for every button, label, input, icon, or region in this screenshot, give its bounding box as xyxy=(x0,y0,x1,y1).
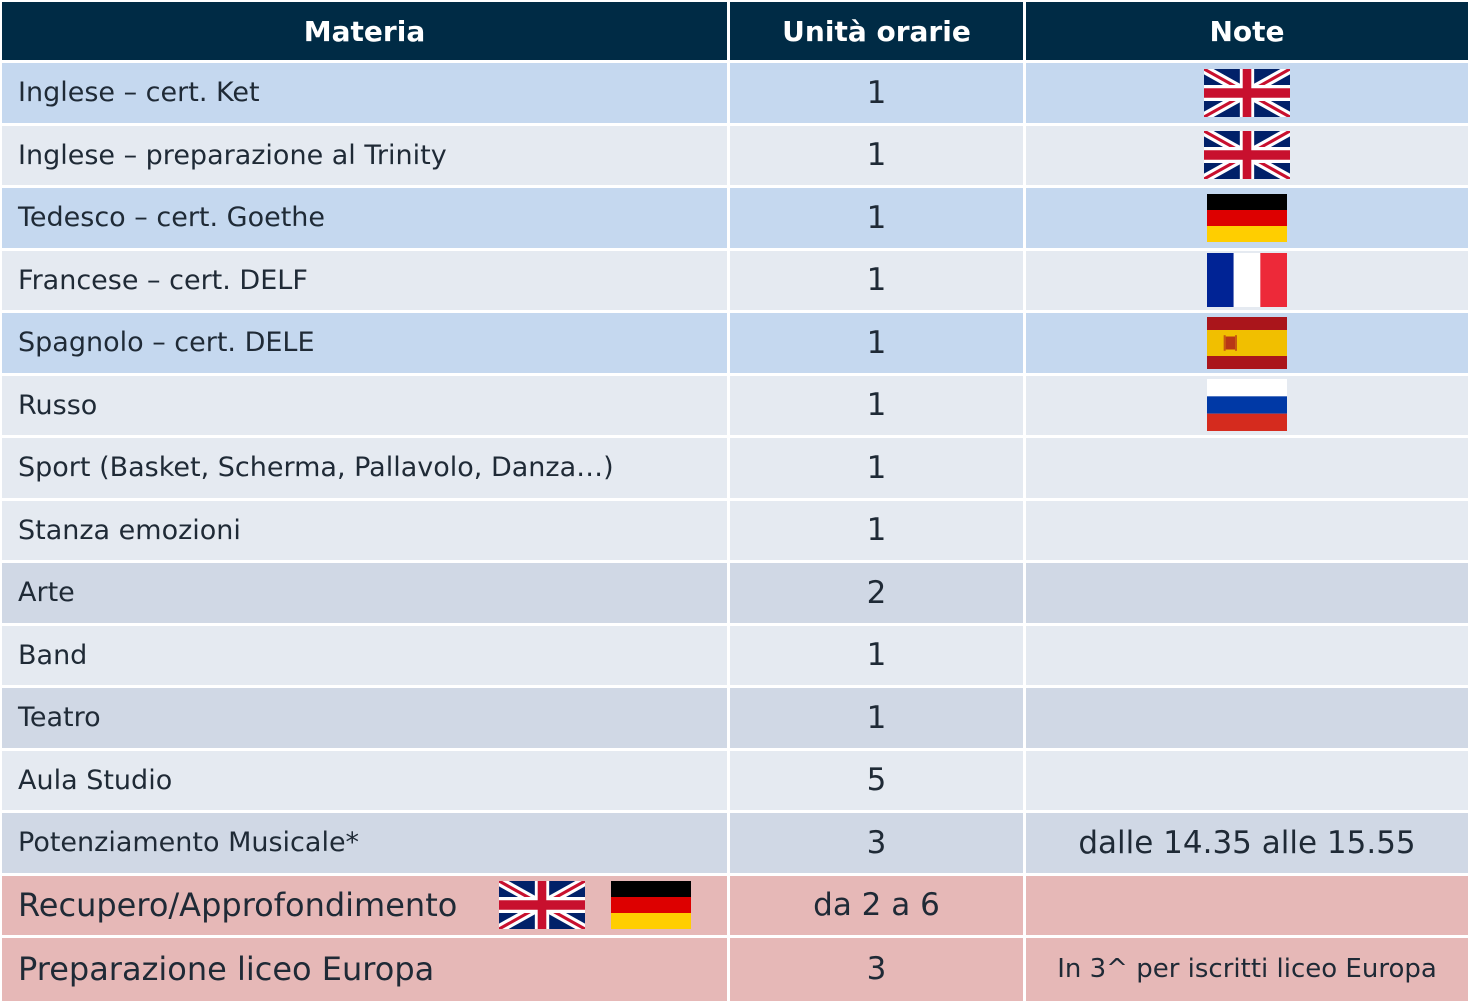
unita-cell: 1 xyxy=(730,688,1026,748)
unita-cell: 1 xyxy=(730,125,1026,185)
unita-cell: 3 xyxy=(730,938,1026,1001)
note-cell xyxy=(1026,375,1468,435)
uk-flag-icon xyxy=(1204,131,1290,180)
table-row: Potenziamento Musicale* 3 dalle 14.35 al… xyxy=(2,813,1468,876)
materia-cell: Francese – cert. DELF xyxy=(2,250,730,310)
materia-cell: Inglese – cert. Ket xyxy=(2,63,730,123)
note-cell: In 3^ per iscritti liceo Europa xyxy=(1026,938,1468,1001)
unita-cell: 1 xyxy=(730,188,1026,248)
unita-cell: 1 xyxy=(730,313,1026,373)
table-row: Stanza emozioni 1 xyxy=(2,500,1468,563)
materia-cell: Recupero/Approfondimento xyxy=(2,875,730,935)
materia-cell: Inglese – preparazione al Trinity xyxy=(2,125,730,185)
materia-label: Recupero/Approfondimento xyxy=(18,886,458,925)
note-cell xyxy=(1026,250,1468,310)
russia-flag-icon xyxy=(1207,379,1287,432)
unita-cell: 2 xyxy=(730,563,1026,623)
unita-cell: 5 xyxy=(730,750,1026,810)
unita-cell: 1 xyxy=(730,375,1026,435)
materia-cell: Russo xyxy=(2,375,730,435)
uk-flag-icon xyxy=(1204,68,1290,117)
unita-cell: 1 xyxy=(730,438,1026,498)
table-row: Teatro 1 xyxy=(2,688,1468,751)
unita-cell: 1 xyxy=(730,63,1026,123)
materia-cell: Potenziamento Musicale* xyxy=(2,813,730,873)
table-row: Aula Studio 5 xyxy=(2,750,1468,813)
unita-cell: 1 xyxy=(730,500,1026,560)
header-unita-orarie: Unità orarie xyxy=(730,2,1026,60)
note-cell xyxy=(1026,63,1468,123)
table-header-row: Materia Unità orarie Note xyxy=(2,2,1468,63)
note-cell xyxy=(1026,750,1468,810)
materia-cell: Preparazione liceo Europa xyxy=(2,938,730,1001)
table-row: Recupero/Approfondimento da 2 a 6 xyxy=(2,875,1468,938)
table-row: Preparazione liceo Europa 3 In 3^ per is… xyxy=(2,938,1468,1001)
uk-flag-icon xyxy=(499,881,585,930)
note-cell xyxy=(1026,625,1468,685)
table-row: Tedesco – cert. Goethe 1 xyxy=(2,188,1468,251)
header-materia: Materia xyxy=(2,2,730,60)
france-flag-icon xyxy=(1207,253,1287,308)
table-row: Russo 1 xyxy=(2,375,1468,438)
materia-cell: Stanza emozioni xyxy=(2,500,730,560)
materia-cell: Teatro xyxy=(2,688,730,748)
materia-cell: Aula Studio xyxy=(2,750,730,810)
table-row: Inglese – preparazione al Trinity 1 xyxy=(2,125,1468,188)
materia-cell: Tedesco – cert. Goethe xyxy=(2,188,730,248)
unita-cell: da 2 a 6 xyxy=(730,875,1026,935)
note-cell xyxy=(1026,313,1468,373)
note-cell xyxy=(1026,688,1468,748)
note-cell xyxy=(1026,563,1468,623)
germany-flag-icon xyxy=(1207,193,1287,242)
table-row: Arte 2 xyxy=(2,563,1468,626)
germany-flag-icon xyxy=(611,881,691,930)
table-row: Sport (Basket, Scherma, Pallavolo, Danza… xyxy=(2,438,1468,501)
table-row: Spagnolo – cert. DELE 1 xyxy=(2,313,1468,376)
header-note: Note xyxy=(1209,14,1285,48)
materia-cell: Arte xyxy=(2,563,730,623)
unita-cell: 1 xyxy=(730,250,1026,310)
table-row: Inglese – cert. Ket 1 xyxy=(2,63,1468,126)
materia-cell: Band xyxy=(2,625,730,685)
table-row: Francese – cert. DELF 1 xyxy=(2,250,1468,313)
note-cell: dalle 14.35 alle 15.55 xyxy=(1026,813,1468,873)
unita-cell: 3 xyxy=(730,813,1026,873)
table-row: Band 1 xyxy=(2,625,1468,688)
note-cell xyxy=(1026,438,1468,498)
inline-flags xyxy=(499,881,691,930)
note-cell xyxy=(1026,500,1468,560)
materia-cell: Spagnolo – cert. DELE xyxy=(2,313,730,373)
spain-flag-icon xyxy=(1207,316,1287,369)
note-cell xyxy=(1026,875,1468,935)
unita-cell: 1 xyxy=(730,625,1026,685)
note-cell xyxy=(1026,125,1468,185)
materia-cell: Sport (Basket, Scherma, Pallavolo, Danza… xyxy=(2,438,730,498)
note-cell xyxy=(1026,188,1468,248)
